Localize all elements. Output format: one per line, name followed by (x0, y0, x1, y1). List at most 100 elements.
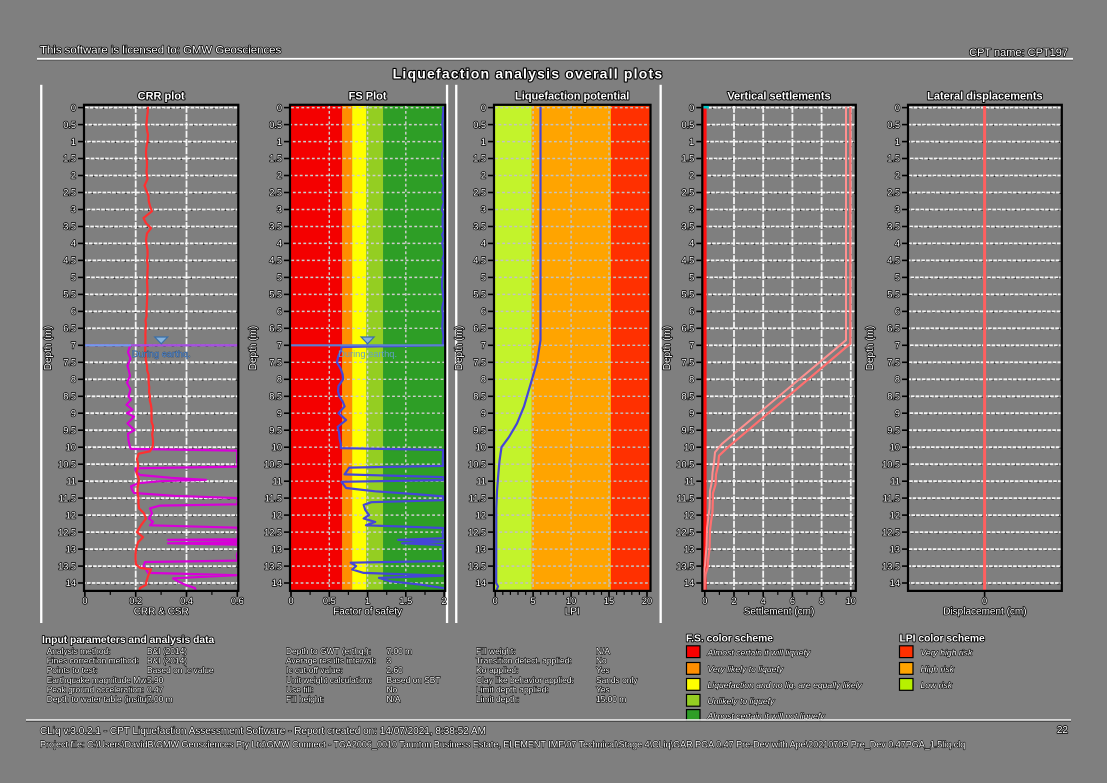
svg-text:5: 5 (71, 273, 76, 283)
svg-text:Average results interval:: Average results interval: (286, 656, 376, 666)
svg-text:7.00 m: 7.00 m (147, 694, 173, 704)
svg-text:Almost certain it will liquefy: Almost certain it will liquefy (707, 647, 811, 657)
svg-text:10: 10 (684, 442, 694, 452)
svg-text:3: 3 (895, 205, 900, 215)
svg-text:3: 3 (689, 205, 694, 215)
svg-text:1: 1 (481, 137, 486, 147)
svg-text:8.5: 8.5 (473, 392, 486, 402)
svg-text:Depth (m): Depth (m) (662, 326, 673, 370)
svg-text:8.5: 8.5 (63, 392, 76, 402)
svg-text:Lateral displacements: Lateral displacements (927, 91, 1043, 103)
svg-text:2.5: 2.5 (682, 188, 695, 198)
svg-text:0.5: 0.5 (887, 120, 900, 130)
svg-text:0: 0 (82, 596, 87, 606)
svg-text:Kσ applied:: Kσ applied: (476, 665, 518, 675)
svg-text:11: 11 (66, 476, 76, 486)
svg-text:Depth to GWT (erthq.):: Depth to GWT (erthq.): (286, 646, 371, 656)
svg-text:Displacement (cm): Displacement (cm) (943, 607, 1026, 618)
svg-text:Based on Ic value: Based on Ic value (147, 665, 214, 675)
svg-text:High risk: High risk (921, 664, 955, 674)
svg-text:7: 7 (71, 341, 76, 351)
svg-text:12: 12 (890, 510, 900, 520)
svg-text:Based on SBT: Based on SBT (387, 675, 441, 685)
svg-text:14: 14 (272, 578, 282, 588)
svg-text:6: 6 (71, 307, 76, 317)
svg-text:0: 0 (895, 103, 900, 113)
svg-text:11: 11 (272, 476, 282, 486)
svg-text:7.5: 7.5 (269, 358, 282, 368)
svg-text:8: 8 (895, 375, 900, 385)
svg-text:Yes: Yes (596, 665, 610, 675)
svg-text:10: 10 (566, 596, 576, 606)
svg-text:1: 1 (689, 137, 694, 147)
svg-text:CRR plot: CRR plot (138, 91, 185, 103)
svg-text:3.5: 3.5 (682, 222, 695, 232)
svg-text:2.5: 2.5 (269, 188, 282, 198)
svg-text:Fines correction method:: Fines correction method: (47, 656, 139, 666)
svg-text:12: 12 (272, 510, 282, 520)
svg-text:11.5: 11.5 (677, 493, 694, 503)
svg-text:CPT name: CPT197: CPT name: CPT197 (969, 47, 1068, 59)
svg-text:5: 5 (481, 273, 486, 283)
svg-text:Depth (m): Depth (m) (248, 326, 259, 370)
svg-text:5.5: 5.5 (682, 290, 695, 300)
svg-text:5.5: 5.5 (887, 290, 900, 300)
svg-text:8.5: 8.5 (269, 392, 282, 402)
svg-text:2: 2 (71, 171, 76, 181)
svg-text:8: 8 (71, 375, 76, 385)
svg-text:4.5: 4.5 (473, 256, 486, 266)
svg-text:20: 20 (642, 596, 652, 606)
svg-text:Settlement (cm): Settlement (cm) (744, 607, 815, 618)
svg-text:15.00 m: 15.00 m (596, 694, 626, 704)
svg-text:15: 15 (604, 596, 614, 606)
svg-text:4: 4 (71, 239, 76, 249)
svg-text:Depth (m): Depth (m) (43, 326, 54, 370)
svg-text:Liquefaction and no liq. are e: Liquefaction and no liq. are equally lik… (708, 680, 863, 690)
svg-text:13: 13 (272, 544, 282, 554)
svg-text:6.5: 6.5 (269, 324, 282, 334)
svg-text:14: 14 (684, 578, 694, 588)
svg-text:FS Plot: FS Plot (349, 91, 387, 103)
svg-text:1: 1 (365, 596, 370, 606)
svg-text:Use fill:: Use fill: (286, 684, 313, 694)
svg-text:0.2: 0.2 (129, 596, 142, 606)
svg-text:0: 0 (288, 596, 293, 606)
svg-text:Sands only: Sands only (596, 675, 638, 685)
svg-text:0.47: 0.47 (147, 684, 164, 694)
svg-text:2.5: 2.5 (473, 188, 486, 198)
svg-text:12.5: 12.5 (264, 527, 282, 537)
svg-text:13.5: 13.5 (58, 561, 76, 571)
svg-text:12.5: 12.5 (468, 527, 486, 537)
svg-text:5: 5 (531, 596, 536, 606)
svg-text:13.5: 13.5 (468, 561, 486, 571)
svg-text:13: 13 (684, 544, 694, 554)
svg-text:Vertical settlements: Vertical settlements (727, 91, 830, 103)
svg-text:4.5: 4.5 (682, 256, 695, 266)
svg-text:9: 9 (277, 408, 282, 418)
svg-text:4: 4 (481, 239, 486, 249)
svg-text:Limit depth applied:: Limit depth applied: (476, 684, 549, 694)
svg-text:7.5: 7.5 (63, 358, 76, 368)
svg-text:3.5: 3.5 (473, 222, 486, 232)
svg-text:9: 9 (71, 408, 76, 418)
svg-text:Liquefaction analysis overall: Liquefaction analysis overall plots (393, 66, 664, 82)
svg-text:1: 1 (277, 137, 282, 147)
svg-text:3: 3 (387, 656, 392, 666)
svg-text:1.5: 1.5 (682, 154, 695, 164)
svg-text:2.5: 2.5 (887, 188, 900, 198)
svg-text:7.00 m: 7.00 m (387, 646, 413, 656)
svg-text:6: 6 (689, 307, 694, 317)
svg-text:11.5: 11.5 (469, 493, 486, 503)
svg-text:12.5: 12.5 (676, 527, 694, 537)
svg-text:6: 6 (277, 307, 282, 317)
svg-text:4.5: 4.5 (63, 256, 76, 266)
svg-text:9: 9 (481, 408, 486, 418)
svg-text:3.5: 3.5 (269, 222, 282, 232)
svg-text:11.5: 11.5 (59, 493, 76, 503)
svg-text:10.5: 10.5 (882, 459, 900, 469)
svg-text:2: 2 (689, 171, 694, 181)
svg-text:11.5: 11.5 (883, 493, 900, 503)
svg-text:8: 8 (481, 375, 486, 385)
svg-text:During earthq.: During earthq. (338, 349, 397, 359)
svg-text:9: 9 (689, 408, 694, 418)
